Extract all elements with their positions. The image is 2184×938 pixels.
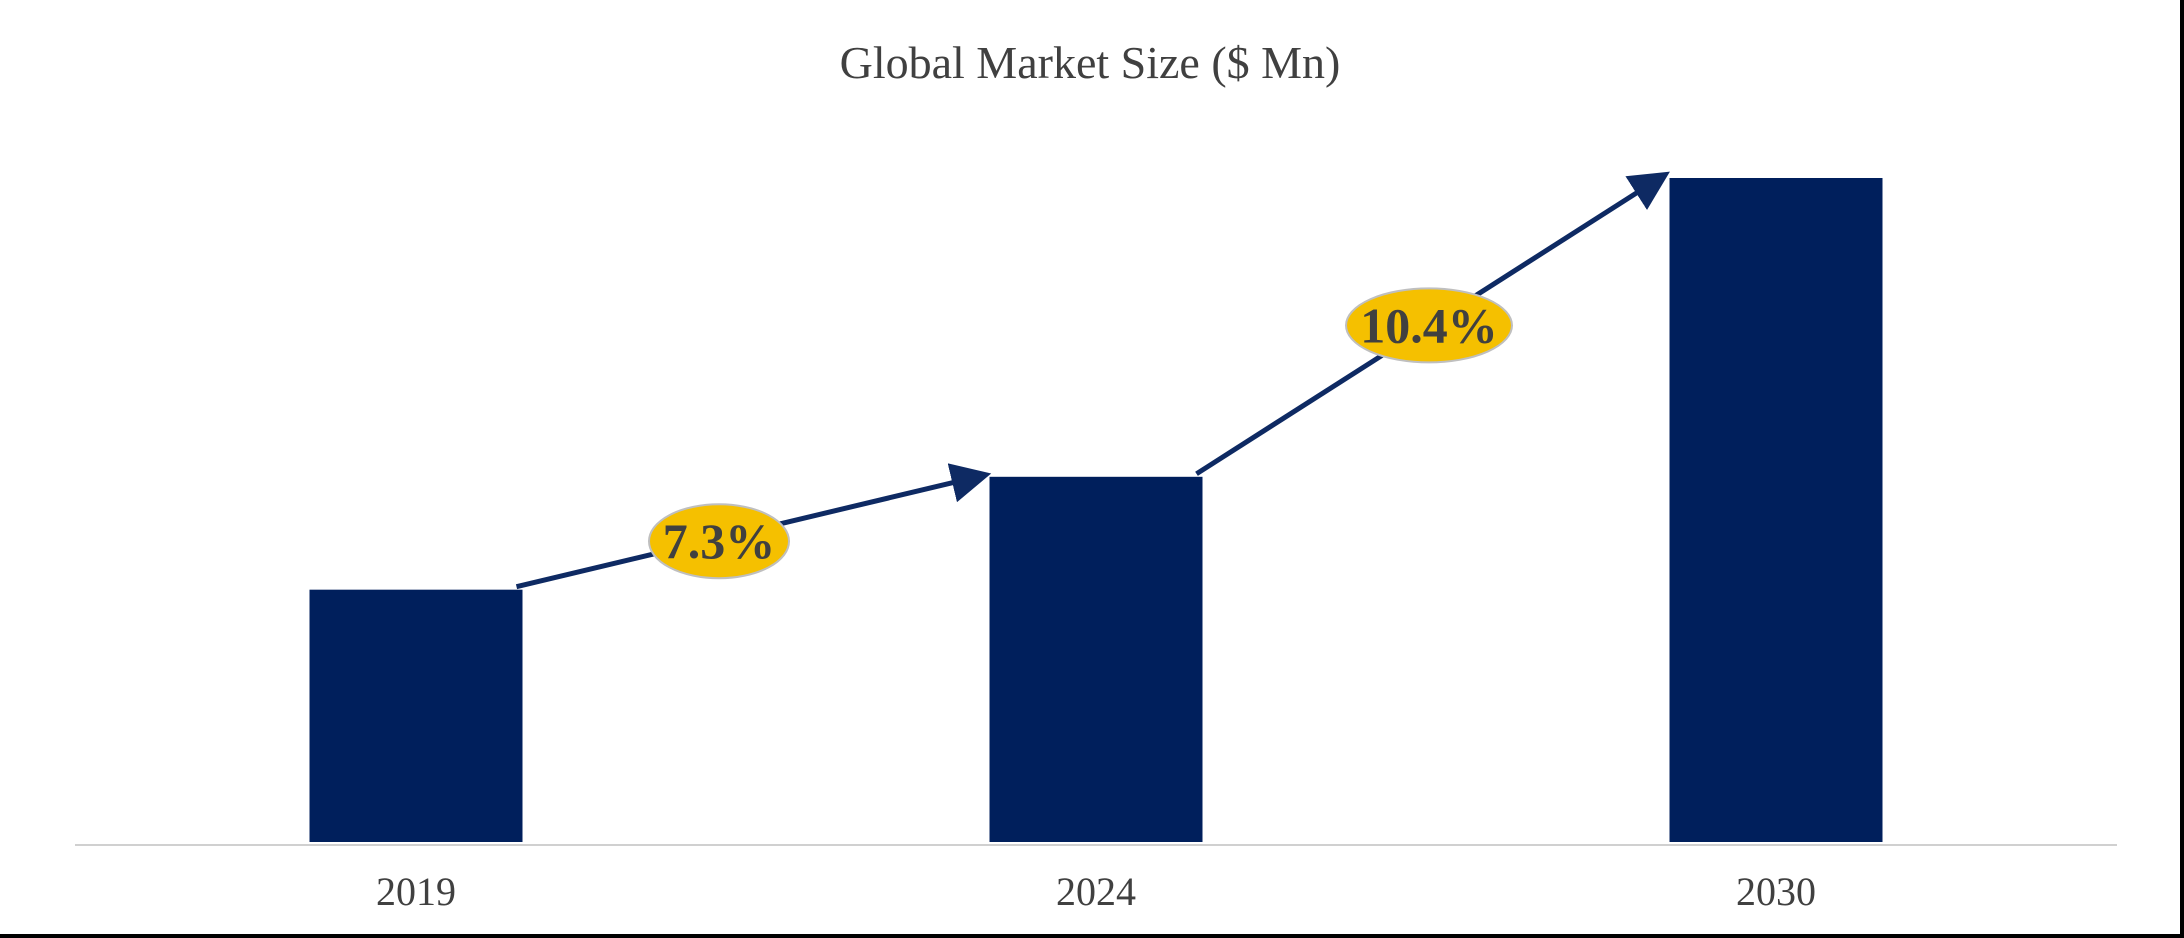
- cagr-badges: 7.3% 10.4%: [648, 287, 1513, 580]
- chart-title: Global Market Size ($ Mn): [840, 37, 1341, 88]
- cagr-label: 7.3%: [663, 513, 776, 569]
- cagr-badge-shape: [1345, 287, 1513, 364]
- x-tick-label: 2030: [1736, 869, 1816, 914]
- bar-2030: [1669, 178, 1883, 842]
- x-tick-label: 2019: [376, 869, 456, 914]
- bar-2024: [989, 476, 1203, 842]
- x-tick-labels: 2019 2024 2030: [376, 869, 1816, 914]
- bar-2019: [309, 589, 523, 842]
- cagr-badge: 7.3%: [648, 503, 790, 580]
- cagr-badge: 10.4%: [1345, 287, 1513, 364]
- x-tick-label: 2024: [1056, 869, 1136, 914]
- bars: [309, 178, 1883, 842]
- cagr-badge-shape: [648, 503, 790, 580]
- cagr-label: 10.4%: [1360, 297, 1498, 353]
